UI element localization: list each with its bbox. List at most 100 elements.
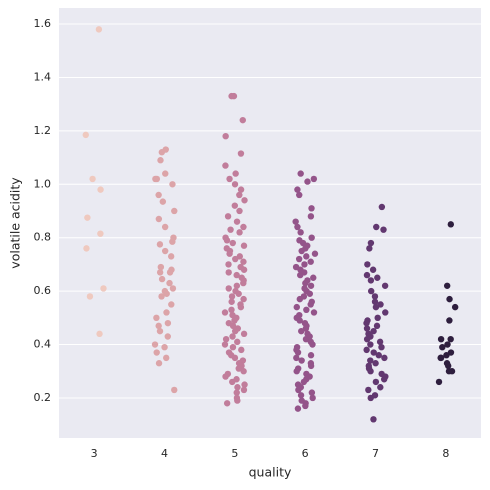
point — [307, 301, 314, 308]
point — [293, 303, 300, 311]
point — [235, 290, 242, 297]
point — [225, 261, 232, 268]
point — [240, 368, 247, 375]
point — [302, 325, 310, 332]
point — [367, 368, 374, 375]
point — [168, 301, 175, 308]
point — [164, 333, 171, 340]
point — [223, 237, 231, 244]
point — [225, 269, 232, 276]
point — [381, 282, 389, 289]
point — [303, 306, 310, 314]
point — [166, 269, 174, 276]
point — [297, 170, 304, 177]
point — [225, 285, 232, 292]
point — [300, 378, 308, 386]
point — [169, 181, 176, 188]
point — [378, 343, 385, 351]
point — [307, 213, 315, 220]
point — [222, 335, 230, 343]
point — [370, 416, 377, 423]
point — [375, 352, 382, 359]
point — [367, 277, 375, 284]
x-tick-label: 6 — [302, 447, 309, 460]
point — [367, 287, 375, 295]
point — [228, 293, 236, 300]
point — [161, 343, 168, 351]
point — [237, 186, 245, 193]
point — [309, 394, 316, 402]
point — [307, 362, 315, 370]
point — [157, 263, 165, 271]
x-tick-label: 8 — [442, 447, 449, 460]
point — [439, 343, 446, 351]
point — [171, 386, 178, 394]
point — [155, 322, 162, 330]
x-tick-label: 4 — [161, 447, 168, 460]
point — [228, 92, 235, 100]
point — [297, 229, 304, 236]
y-axis-label: volatile acidity — [8, 177, 23, 269]
point — [307, 258, 314, 265]
point — [234, 397, 241, 404]
point — [298, 247, 305, 255]
point — [153, 314, 160, 322]
point — [82, 131, 89, 139]
point — [229, 239, 236, 247]
y-tick-label: 1.2 — [34, 124, 52, 137]
point — [303, 253, 310, 260]
point — [304, 178, 311, 185]
point — [163, 354, 170, 362]
point — [240, 223, 247, 231]
point — [164, 319, 172, 327]
point — [376, 338, 384, 346]
point — [229, 378, 236, 386]
point — [157, 157, 164, 164]
point — [446, 317, 453, 324]
point — [374, 274, 381, 281]
point — [370, 327, 377, 335]
point — [237, 150, 245, 157]
point — [294, 223, 301, 231]
point — [237, 303, 245, 311]
point — [306, 290, 314, 297]
point — [156, 269, 164, 276]
point — [310, 274, 317, 281]
point — [161, 247, 169, 255]
point — [159, 198, 167, 205]
point — [97, 186, 104, 193]
point — [307, 352, 315, 359]
point — [367, 239, 375, 247]
point — [296, 317, 303, 324]
point — [163, 290, 170, 297]
point — [231, 327, 239, 335]
point — [294, 405, 302, 412]
point — [367, 357, 374, 364]
point — [241, 381, 248, 388]
point — [169, 238, 176, 245]
y-tick-label: 0.8 — [34, 231, 52, 244]
point — [232, 255, 239, 263]
point — [97, 230, 104, 237]
point — [363, 319, 370, 327]
point — [236, 191, 243, 199]
point — [233, 218, 241, 225]
point — [447, 221, 455, 228]
point — [240, 242, 248, 249]
point — [241, 197, 248, 204]
point — [308, 389, 316, 396]
point — [363, 325, 371, 332]
point — [100, 285, 107, 292]
point — [234, 384, 241, 391]
point — [167, 253, 175, 260]
point — [221, 341, 229, 348]
point — [294, 349, 302, 356]
point — [298, 357, 305, 364]
point — [222, 373, 229, 380]
point — [222, 132, 229, 140]
point — [231, 202, 239, 209]
point — [298, 327, 305, 335]
point — [297, 271, 304, 279]
point — [158, 293, 165, 300]
